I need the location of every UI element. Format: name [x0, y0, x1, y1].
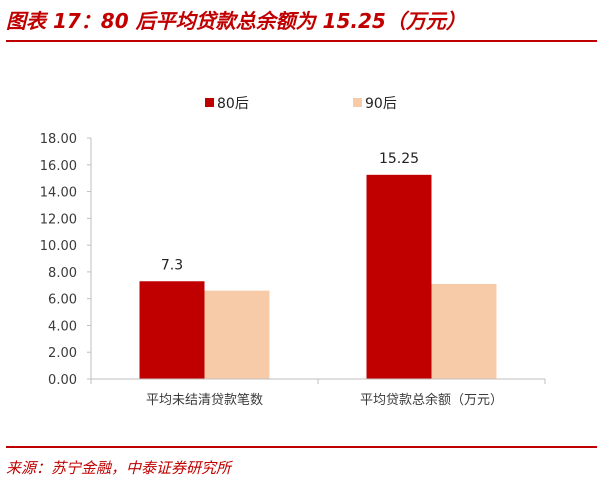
bar-series-80-1 [366, 174, 432, 379]
figure-title: 图表 17：80 后平均贷款总余额为 15.25（万元） [6, 8, 466, 33]
y-tick-label: 2.00 [48, 346, 77, 361]
x-axis: 平均未结清贷款笔数 平均贷款总余额（万元） [90, 378, 546, 408]
x-category-label: 平均未结清贷款笔数 [146, 392, 263, 408]
legend-swatch [353, 98, 362, 107]
y-tick-label: 0.00 [48, 373, 77, 388]
x-category-label: 平均贷款总余额（万元） [360, 392, 503, 408]
bar-series-90-1 [431, 283, 497, 379]
y-tick-label: 4.00 [48, 319, 77, 334]
legend-label: 90后 [365, 96, 397, 112]
y-tick-label: 12.00 [40, 212, 77, 227]
bars-layer: 7.3 15.25 [139, 151, 497, 379]
legend-label: 80后 [217, 96, 249, 112]
y-tick-label: 16.00 [40, 159, 77, 174]
data-label: 7.3 [161, 257, 183, 273]
bar-series-80-0 [139, 281, 205, 379]
source-rule [6, 446, 597, 448]
y-tick-label: 10.00 [40, 239, 77, 254]
chart-legend: 80后 90后 [205, 96, 397, 112]
y-tick-label: 14.00 [40, 186, 77, 201]
y-axis: 0.00 2.00 4.00 6.00 8.00 10.00 12.00 14.00 16.00… [40, 132, 92, 388]
y-tick-label: 6.00 [48, 293, 77, 308]
y-tick-label: 8.00 [48, 266, 77, 281]
bar-series-90-0 [204, 290, 270, 379]
figure-source: 来源：苏宁金融，中泰证券研究所 [6, 458, 232, 477]
legend-swatch [205, 98, 214, 107]
data-label: 15.25 [379, 151, 419, 167]
title-rule [6, 40, 597, 42]
y-tick-label: 18.00 [40, 132, 77, 147]
